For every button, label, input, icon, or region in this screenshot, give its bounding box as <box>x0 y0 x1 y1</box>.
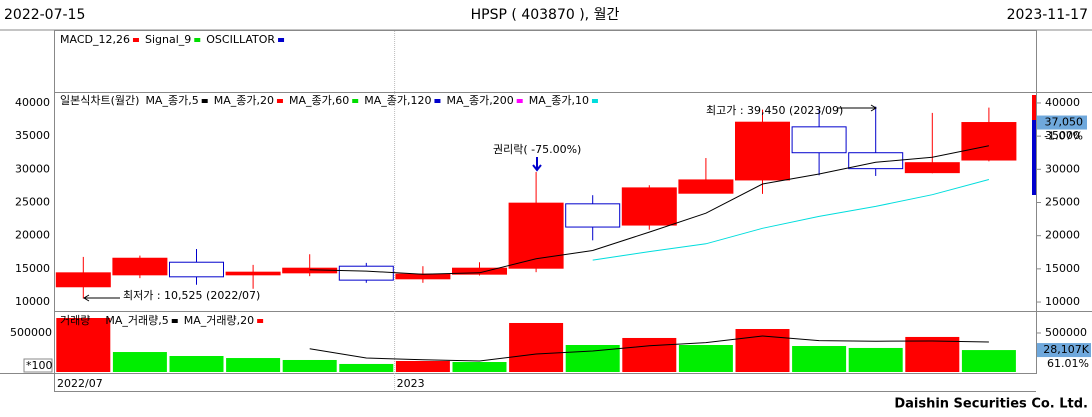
legend-swatch <box>132 38 139 42</box>
unit-label: *100 <box>26 359 53 372</box>
y-tick-label: 40000 <box>1045 96 1080 109</box>
y-tick-label: 35000 <box>1045 129 1080 142</box>
volume-change: 61.01% <box>1047 357 1089 370</box>
candle-body <box>621 187 677 226</box>
legend-swatch <box>201 99 208 103</box>
last-volume-box <box>1037 343 1091 358</box>
y-tick-label: 15000 <box>1045 262 1080 275</box>
legend-label: OSCILLATOR <box>206 33 275 46</box>
legend-swatch <box>516 99 523 103</box>
volume-bar <box>622 337 677 372</box>
volume-bar <box>226 358 281 372</box>
volume-bar <box>678 344 733 372</box>
last-volume: 28,107K <box>1043 343 1089 356</box>
legend-swatch <box>434 99 441 103</box>
candle-body <box>55 272 111 288</box>
volume-bar <box>112 352 167 372</box>
legend-label: MA_종가,10 <box>529 94 589 107</box>
legend-label: Signal_9 <box>145 33 191 46</box>
candle-body <box>112 257 168 276</box>
legend-label: MA_종가,5 <box>145 94 198 107</box>
y-tick-label: 30000 <box>1045 162 1080 175</box>
legend-label: MA_종가,120 <box>364 94 431 107</box>
legend-swatch <box>352 99 359 103</box>
annotation: 최고가 : 39,450 (2023/09) <box>706 104 843 117</box>
candle-body <box>678 179 734 194</box>
candle-body <box>225 271 281 276</box>
annotation-arrow <box>532 157 542 172</box>
y-tick-label: 20000 <box>15 229 50 242</box>
volume-bar <box>395 360 450 372</box>
candle-body <box>395 273 451 280</box>
volume-bar <box>509 322 564 372</box>
candle-body <box>452 267 507 275</box>
volume-bar <box>848 347 903 372</box>
volume-bar <box>792 346 847 372</box>
ma-line <box>592 179 990 261</box>
y-tick-label: 30000 <box>15 162 50 175</box>
y-tick-label: 25000 <box>1045 195 1080 208</box>
range-indicator <box>1032 120 1036 195</box>
y-tick-label: 500000 <box>10 326 52 339</box>
price-change: -1.07% <box>1044 130 1083 143</box>
y-tick-label: 35000 <box>15 129 50 142</box>
volume-bar <box>905 336 960 372</box>
candle-body <box>338 265 394 281</box>
y-tick-label: 25000 <box>15 195 50 208</box>
legend-swatch <box>276 99 283 103</box>
volume-bar <box>282 359 337 372</box>
annotation-arrow <box>83 294 120 302</box>
end-date: 2023-11-17 <box>1007 7 1088 23</box>
candle-body <box>508 202 564 269</box>
last-price-box <box>1037 115 1087 130</box>
candle-body <box>169 261 224 278</box>
legend-swatch <box>591 99 598 103</box>
start-date: 2022-07-15 <box>4 7 85 23</box>
candle-body <box>904 162 960 174</box>
legend-label: MA_종가,20 <box>214 94 274 107</box>
y-tick-label: 500000 <box>1045 326 1087 339</box>
volume-bar <box>735 328 790 372</box>
volume-ma-line <box>309 335 989 362</box>
legend-label: MA_종가,200 <box>446 94 513 107</box>
legend-swatch <box>93 319 100 323</box>
y-tick-label: 10000 <box>1045 295 1080 308</box>
chart-title: HPSP ( 403870 ), 월간 <box>471 7 620 23</box>
x-tick-label: 2022/07 <box>57 377 103 390</box>
legend-label: MA_종가,60 <box>289 94 349 107</box>
legend-swatch <box>194 38 201 42</box>
range-indicator <box>1032 95 1036 120</box>
legend-swatch <box>171 319 178 323</box>
volume-bar <box>169 356 224 372</box>
volume-bar <box>961 350 1016 372</box>
legend-swatch <box>257 319 264 323</box>
y-tick-label: 15000 <box>15 262 50 275</box>
y-tick-label: 20000 <box>1045 229 1080 242</box>
unit-box <box>23 358 53 373</box>
y-tick-label: 10000 <box>15 295 50 308</box>
candle-body <box>961 122 1017 161</box>
legend-title: 일본식차트(월간) <box>60 93 139 107</box>
ma-line <box>309 145 989 275</box>
candle-body <box>565 203 621 228</box>
annotation: 최저가 : 10,525 (2022/07) <box>123 289 260 302</box>
candle-body <box>791 126 847 154</box>
x-tick-label: 2023 <box>397 377 425 390</box>
volume-bar <box>56 317 111 372</box>
volume-bar <box>452 362 507 372</box>
volume-bar <box>339 363 394 372</box>
legend-label: MA_거래량,5 <box>105 314 168 327</box>
legend-label: MACD_12,26 <box>60 33 130 46</box>
legend-label: 거래량 <box>60 314 90 327</box>
candle-body <box>735 121 790 181</box>
legend-swatch <box>278 38 285 42</box>
legend-label: MA_거래량,20 <box>184 314 254 327</box>
annotation: 권리락( -75.00%) <box>493 143 581 156</box>
last-price: 37,050 <box>1045 116 1084 129</box>
y-tick-label: 40000 <box>15 96 50 109</box>
annotation-arrow <box>838 104 877 112</box>
footer: Daishin Securities Co. Ltd. <box>894 397 1088 412</box>
